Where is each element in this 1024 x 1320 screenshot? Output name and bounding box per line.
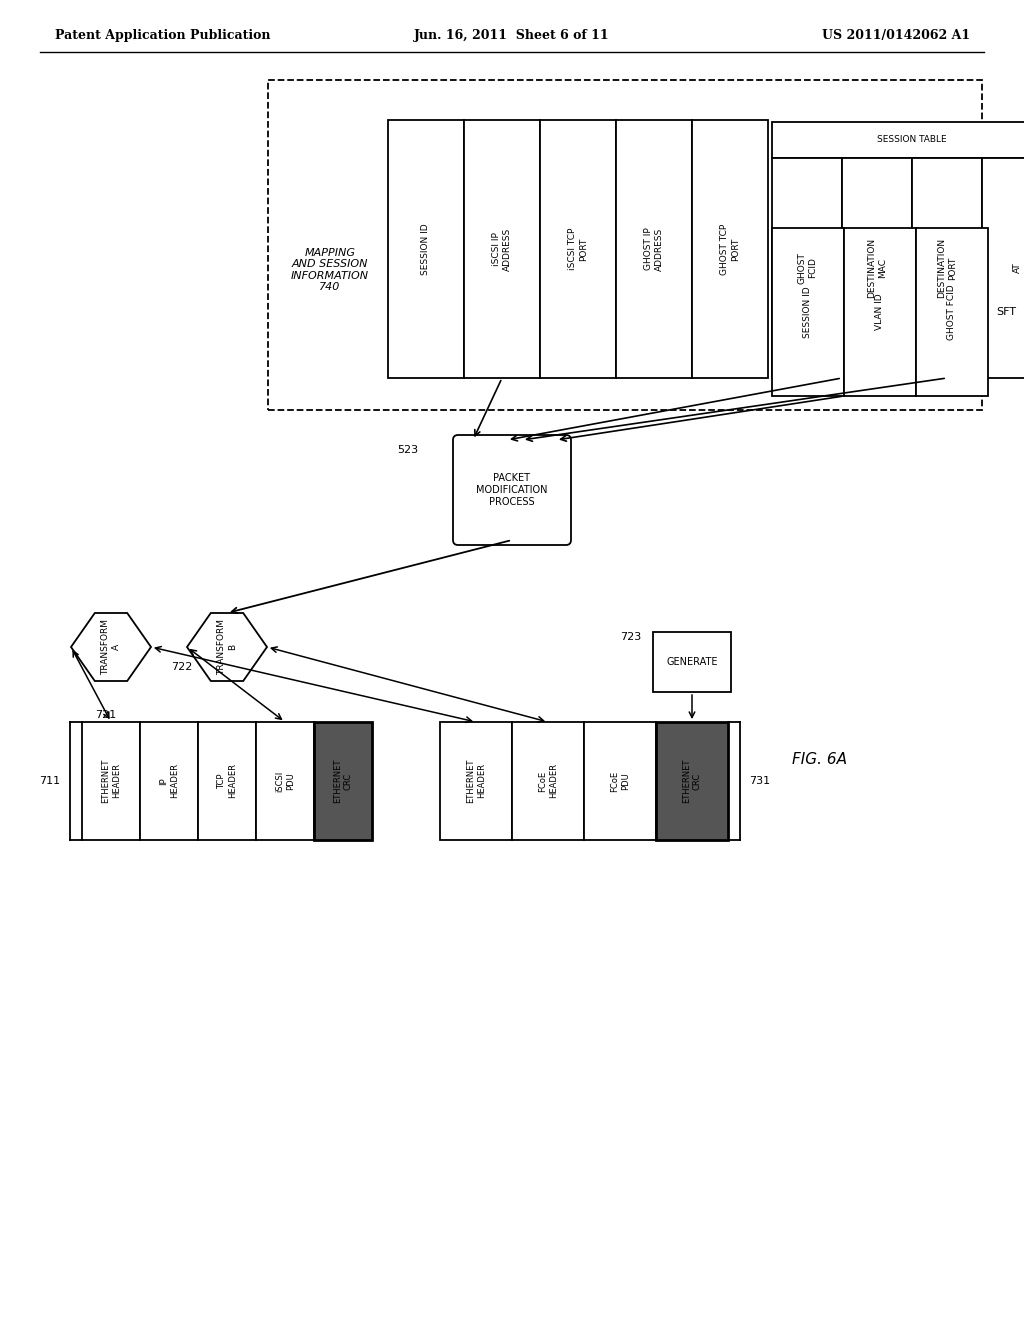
Bar	[268, 81, 982, 411]
Text: IP
HEADER: IP HEADER	[160, 763, 179, 799]
Text: SESSION TABLE: SESSION TABLE	[878, 136, 947, 144]
Text: Patent Application Publication: Patent Application Publication	[55, 29, 270, 41]
Polygon shape	[187, 612, 267, 681]
Bar	[772, 158, 842, 378]
Text: GHOST IP
ADDRESS: GHOST IP ADDRESS	[644, 227, 664, 271]
Text: FCoE
HEADER: FCoE HEADER	[539, 763, 558, 799]
Bar	[540, 120, 616, 378]
Bar	[842, 158, 912, 378]
Bar	[844, 228, 916, 396]
Text: GHOST TCP
PORT: GHOST TCP PORT	[720, 223, 739, 275]
Text: FCoE
PDU: FCoE PDU	[610, 771, 630, 792]
Text: iSCSI
PDU: iSCSI PDU	[275, 771, 295, 792]
Text: 523: 523	[397, 445, 419, 455]
Bar	[912, 158, 982, 378]
Bar	[916, 228, 988, 396]
Bar	[584, 722, 656, 840]
Text: 711: 711	[40, 776, 60, 785]
Text: Jun. 16, 2011  Sheet 6 of 11: Jun. 16, 2011 Sheet 6 of 11	[414, 29, 610, 41]
Text: GENERATE: GENERATE	[667, 657, 718, 667]
Text: ETHERNET
CRC: ETHERNET CRC	[682, 759, 701, 803]
Text: 721: 721	[95, 710, 117, 719]
Text: 722: 722	[171, 663, 193, 672]
Text: ETHERNET
HEADER: ETHERNET HEADER	[466, 759, 485, 803]
Text: GHOST FCID: GHOST FCID	[947, 284, 956, 339]
Bar	[692, 120, 768, 378]
Text: VLAN ID: VLAN ID	[876, 293, 885, 330]
FancyBboxPatch shape	[453, 436, 571, 545]
Text: TCP
HEADER: TCP HEADER	[217, 763, 237, 799]
Text: TRANSFORM
A: TRANSFORM A	[101, 619, 121, 675]
Text: FIG. 6A: FIG. 6A	[793, 752, 848, 767]
Text: PACKET
MODIFICATION
PROCESS: PACKET MODIFICATION PROCESS	[476, 474, 548, 507]
Text: AT: AT	[1013, 263, 1022, 273]
Bar	[616, 120, 692, 378]
Text: 731: 731	[750, 776, 771, 785]
Bar	[256, 722, 314, 840]
Text: SESSION ID: SESSION ID	[422, 223, 430, 275]
Polygon shape	[71, 612, 151, 681]
Bar	[198, 722, 256, 840]
Text: MAPPING
AND SESSION
INFORMATION
740: MAPPING AND SESSION INFORMATION 740	[291, 248, 369, 293]
Text: TRANSFORM
B: TRANSFORM B	[217, 619, 237, 675]
Bar	[440, 722, 512, 840]
Bar	[772, 121, 1024, 158]
Text: US 2011/0142062 A1: US 2011/0142062 A1	[822, 29, 970, 41]
Bar	[82, 722, 140, 840]
Bar	[982, 158, 1024, 378]
Text: iSCSI IP
ADDRESS: iSCSI IP ADDRESS	[493, 227, 512, 271]
Text: SFT: SFT	[996, 308, 1016, 317]
Bar	[512, 722, 584, 840]
Bar	[464, 120, 540, 378]
Text: SESSION ID: SESSION ID	[804, 286, 812, 338]
Bar	[388, 120, 464, 378]
Text: 723: 723	[620, 632, 641, 642]
Bar	[772, 228, 844, 396]
Bar	[656, 722, 728, 840]
Text: DESTINATION
MAC: DESTINATION MAC	[867, 238, 887, 298]
Text: ETHERNET
CRC: ETHERNET CRC	[333, 759, 352, 803]
Text: GHOST
FCID: GHOST FCID	[798, 252, 817, 284]
Text: DESTINATION
PORT: DESTINATION PORT	[937, 238, 956, 298]
Bar	[653, 632, 731, 692]
Bar	[140, 722, 198, 840]
Text: iSCSI TCP
PORT: iSCSI TCP PORT	[568, 228, 588, 271]
Text: ETHERNET
HEADER: ETHERNET HEADER	[101, 759, 121, 803]
Bar	[314, 722, 372, 840]
